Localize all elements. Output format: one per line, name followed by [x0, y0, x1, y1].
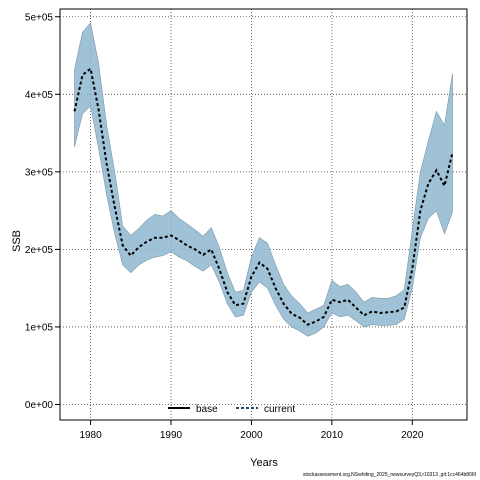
footer-caption: stockassessment.org,NSwhiting_2025_newsu…	[302, 472, 476, 478]
legend-base-label: base	[196, 404, 218, 415]
x-tick-label: 2020	[401, 430, 424, 441]
x-tick-label: 1990	[160, 430, 183, 441]
y-tick-label: 1e+05	[25, 322, 54, 333]
y-tick-label: 0e+00	[25, 400, 54, 411]
x-tick-label: 2010	[321, 430, 344, 441]
x-tick-label: 2000	[240, 430, 263, 441]
y-tick-label: 4e+05	[25, 90, 54, 101]
x-tick-label: 1980	[79, 430, 102, 441]
confidence-band	[74, 22, 453, 337]
y-tick-label: 5e+05	[25, 12, 54, 23]
legend: base current	[168, 404, 295, 415]
confidence-band-area	[74, 22, 453, 337]
series-lines	[73, 66, 454, 326]
y-tick-label: 2e+05	[25, 245, 54, 256]
gridlines	[60, 9, 467, 420]
x-axis-title: Years	[250, 457, 278, 469]
axes: 1980 1990 2000 2010 2020 0e+00 1e+05 2e+05 3e+05…	[25, 12, 424, 441]
current-series-line	[73, 66, 454, 326]
plot-frame	[59, 8, 468, 421]
y-tick-label: 3e+05	[25, 167, 54, 178]
y-axis-title: SSB	[11, 230, 23, 252]
legend-current-label: current	[264, 404, 295, 415]
